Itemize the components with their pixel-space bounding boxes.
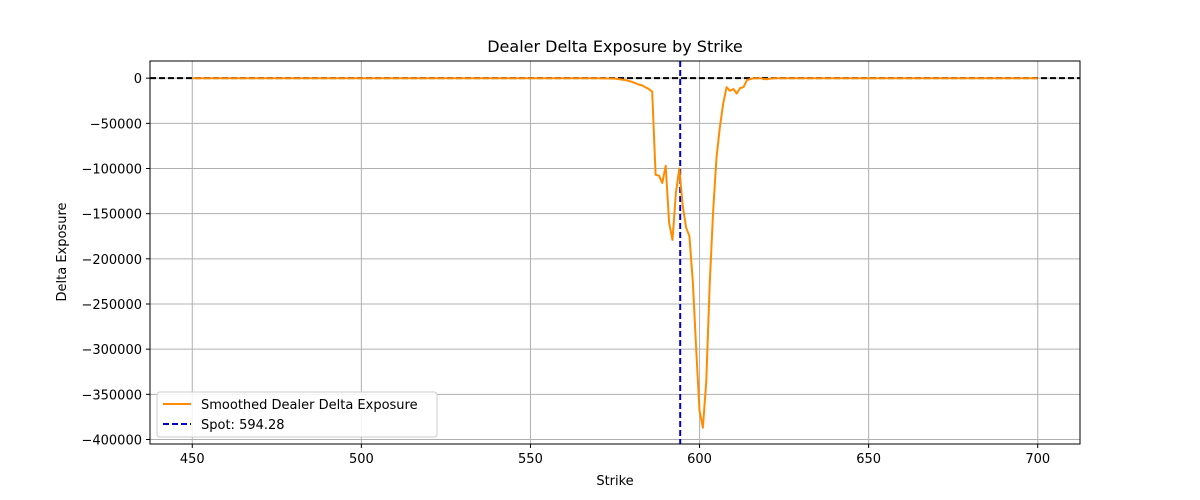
chart-title: Dealer Delta Exposure by Strike [487,37,743,56]
y-axis-label: Delta Exposure [55,203,70,302]
legend-series-label: Smoothed Dealer Delta Exposure [201,398,418,413]
ticks: 450 500 550 600 650 700 0 −50000 −100000 −150000 −… [81,72,1050,467]
grid [150,61,1080,444]
y-tick-label: −400000 [81,433,142,448]
y-tick-label: 0 [134,72,142,87]
x-tick-label: 500 [349,452,374,467]
y-tick-label: −250000 [81,298,142,313]
series-line-smoothed-dealer-delta-exposure [192,77,1038,429]
legend-spot-label: Spot: 594.28 [201,418,285,433]
x-tick-label: 450 [180,452,205,467]
y-tick-label: −350000 [81,388,142,403]
y-tick-label: −150000 [81,208,142,223]
x-tick-label: 600 [687,452,712,467]
x-tick-label: 650 [856,452,881,467]
legend-box [156,391,438,438]
plot-frame [149,60,1081,445]
y-tick-label: −200000 [81,253,142,268]
series-layer [192,77,1038,429]
y-tick-label: −50000 [90,117,142,132]
x-tick-label: 700 [1025,452,1050,467]
legend: Smoothed Dealer Delta Exposure Spot: 594… [156,391,438,438]
y-tick-label: −100000 [81,162,142,177]
x-axis-label: Strike [596,474,633,489]
x-tick-label: 550 [518,452,543,467]
y-tick-label: −300000 [81,343,142,358]
